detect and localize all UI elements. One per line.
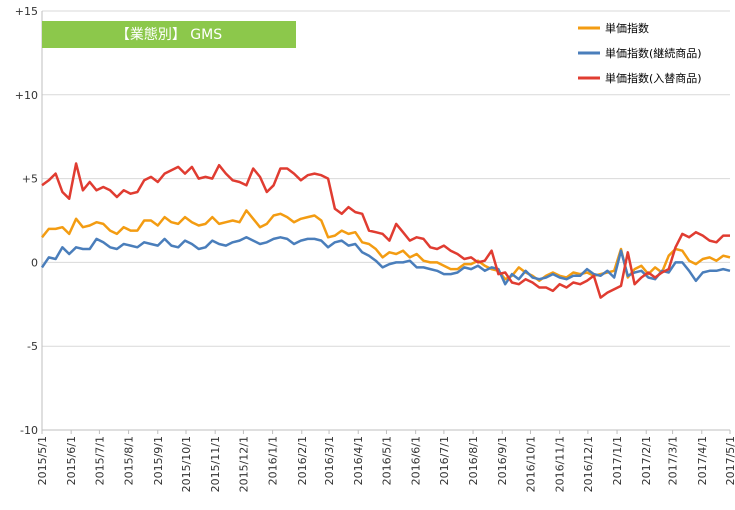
x-axis: 2015/5/1 2015/6/1 2015/7/1 2015/8/1 2015/9/1… <box>36 430 735 492</box>
x-tick-label: 2016/11/1 <box>554 436 567 492</box>
y-tick-label: 0 <box>31 256 38 269</box>
x-tick-label: 2015/9/1 <box>152 436 165 485</box>
x-tick-label: 2017/5/1 <box>724 436 735 485</box>
chart-title-background <box>42 21 296 48</box>
x-tick-label: 2015/10/1 <box>180 436 193 492</box>
x-tick-label: 2015/8/1 <box>123 436 136 485</box>
chart-title: 【業態別】 GMS <box>116 27 222 43</box>
x-tick-label: 2016/6/1 <box>410 436 423 485</box>
x-tick-label: 2016/4/1 <box>352 436 365 485</box>
y-tick-label: -10 <box>20 424 38 437</box>
series-lines <box>40 162 731 299</box>
x-tick-label: 2016/1/1 <box>267 436 280 485</box>
series-line-2 <box>40 236 731 286</box>
x-tick-label: 2017/1/1 <box>611 436 624 485</box>
x-tick-label: 2015/7/1 <box>93 436 106 485</box>
y-axis: +15 +10 +5 0 -5 -10 <box>15 5 730 437</box>
y-tick-label: -5 <box>27 340 38 353</box>
x-tick-label: 2016/12/1 <box>582 436 595 492</box>
x-tick-label: 2017/2/1 <box>640 436 653 485</box>
series-line-1 <box>41 209 731 283</box>
series-line-3 <box>41 162 730 299</box>
x-tick-label: 2015/12/1 <box>237 436 250 492</box>
x-tick-label: 2016/2/1 <box>296 436 309 485</box>
x-tick-label: 2016/7/1 <box>438 436 451 485</box>
legend-label-1: 単価指数 <box>605 21 649 35</box>
x-tick-label: 2016/5/1 <box>380 436 393 485</box>
x-tick-label: 2017/4/1 <box>696 436 709 485</box>
y-tick-label: +10 <box>15 89 38 102</box>
y-tick-label: +5 <box>22 173 38 186</box>
legend-label-3: 単価指数(入替商品) <box>605 71 702 85</box>
x-tick-label: 2015/11/1 <box>209 436 222 492</box>
x-tick-label: 2015/6/1 <box>65 436 78 485</box>
x-tick-label: 2016/9/1 <box>496 436 509 485</box>
x-tick-label: 2016/8/1 <box>467 436 480 485</box>
chart-title-box: 【業態別】 GMS <box>42 21 296 48</box>
x-tick-label: 2016/3/1 <box>323 436 336 485</box>
x-tick-label: 2015/5/1 <box>36 436 49 485</box>
y-tick-label: +15 <box>15 5 38 18</box>
x-tick-label: 2016/10/1 <box>524 436 537 492</box>
x-tick-label: 2017/3/1 <box>667 436 680 485</box>
legend-label-2: 単価指数(継続商品) <box>605 46 702 60</box>
